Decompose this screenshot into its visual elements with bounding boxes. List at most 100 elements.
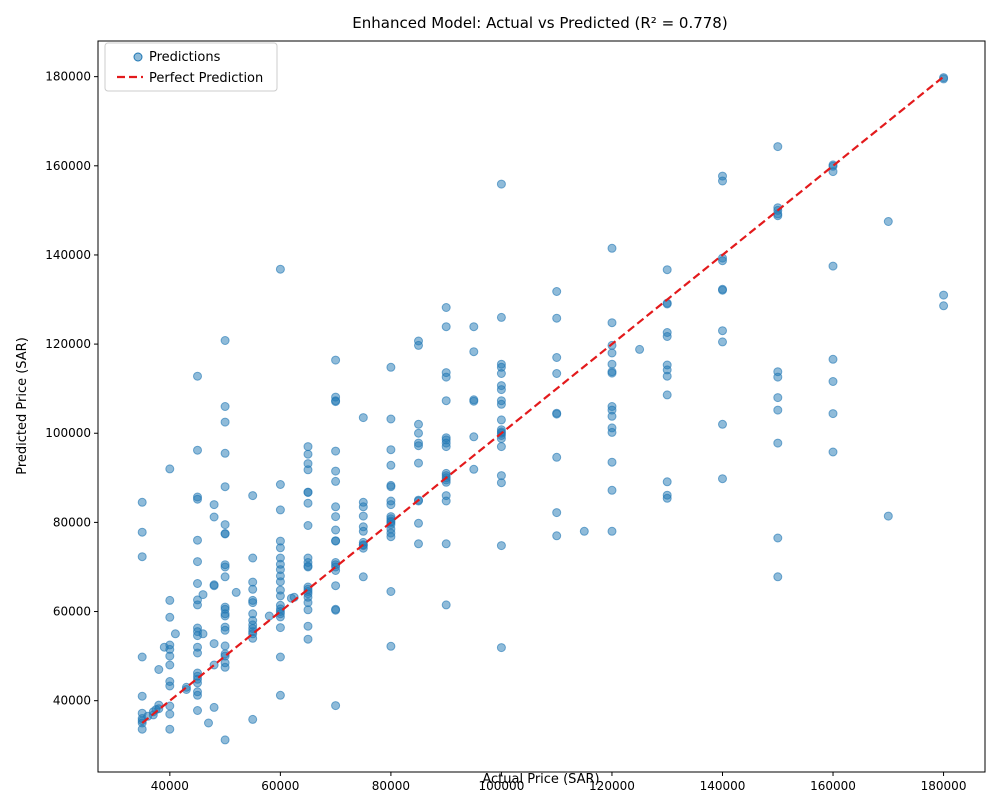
scatter-point bbox=[137, 497, 147, 507]
scatter-point bbox=[386, 482, 396, 492]
scatter-point bbox=[496, 442, 506, 452]
scatter-point bbox=[331, 536, 341, 546]
scatter-point bbox=[303, 488, 313, 497]
scatter-point bbox=[441, 496, 451, 506]
scatter-point bbox=[331, 476, 341, 486]
scatter-point bbox=[607, 243, 617, 253]
scatter-point bbox=[331, 581, 341, 591]
scatter-point bbox=[275, 505, 285, 515]
scatter-point bbox=[773, 372, 783, 382]
scatter-point bbox=[718, 337, 727, 347]
y-tick-label: 40000 bbox=[53, 694, 91, 708]
x-tick-label: 120000 bbox=[589, 779, 635, 793]
perfect-prediction-line bbox=[141, 75, 945, 724]
scatter-point bbox=[441, 372, 451, 382]
scatter-point bbox=[220, 529, 230, 539]
scatter-point bbox=[209, 581, 219, 591]
x-tick-label: 160000 bbox=[810, 779, 856, 793]
scatter-point bbox=[662, 265, 672, 275]
scatter-point bbox=[248, 714, 258, 724]
scatter-point bbox=[275, 623, 285, 633]
scatter-point bbox=[331, 446, 341, 456]
scatter-point bbox=[275, 591, 285, 601]
scatter-point bbox=[607, 318, 617, 328]
scatter-point bbox=[137, 724, 147, 734]
scatter-point bbox=[303, 562, 313, 572]
scatter-point bbox=[718, 326, 727, 336]
scatter-point bbox=[248, 584, 258, 594]
scatter-point bbox=[414, 441, 423, 451]
scatter-point bbox=[496, 399, 506, 409]
scatter-point bbox=[331, 355, 341, 365]
scatter-point bbox=[469, 347, 479, 357]
scatter-point bbox=[773, 438, 783, 448]
scatter-point bbox=[607, 368, 617, 378]
scatter-point bbox=[275, 480, 285, 489]
scatter-point bbox=[209, 512, 219, 522]
scatter-point bbox=[264, 611, 274, 621]
scatter-point bbox=[358, 572, 368, 582]
legend-marker-predictions bbox=[133, 52, 143, 62]
scatter-point bbox=[358, 502, 368, 512]
scatter-point bbox=[165, 660, 175, 670]
scatter-point bbox=[441, 322, 451, 332]
scatter-point bbox=[496, 179, 506, 189]
scatter-point bbox=[552, 313, 562, 323]
chart-title: Enhanced Model: Actual vs Predicted (R² … bbox=[352, 14, 727, 32]
scatter-point bbox=[165, 464, 175, 474]
scatter-point bbox=[718, 256, 727, 266]
scatter-point bbox=[496, 415, 506, 425]
scatter-point bbox=[331, 397, 341, 407]
x-tick-label: 180000 bbox=[921, 779, 967, 793]
scatter-point bbox=[193, 535, 202, 545]
x-tick-label: 100000 bbox=[479, 779, 525, 793]
scatter-point bbox=[193, 445, 202, 455]
scatter-point bbox=[828, 167, 838, 177]
scatter-point bbox=[193, 494, 202, 504]
scatter-point bbox=[386, 414, 396, 424]
scatter-point bbox=[303, 521, 313, 530]
scatter-point bbox=[248, 598, 258, 608]
scatter-point bbox=[828, 447, 838, 457]
scatter-point bbox=[220, 735, 230, 745]
scatter-point bbox=[303, 449, 313, 459]
scatter-point bbox=[414, 518, 423, 528]
x-axis-label: Actual Price (SAR) bbox=[482, 772, 599, 787]
scatter-point bbox=[220, 417, 230, 427]
scatter-point bbox=[883, 511, 893, 521]
y-tick-label: 120000 bbox=[45, 337, 91, 351]
scatter-point bbox=[441, 539, 451, 549]
scatter-point bbox=[331, 466, 341, 476]
scatter-point bbox=[496, 643, 506, 653]
scatter-point bbox=[441, 303, 451, 312]
scatter-point bbox=[662, 390, 672, 400]
scatter-point bbox=[441, 600, 451, 610]
scatter-point bbox=[883, 217, 893, 226]
scatter-point bbox=[773, 211, 783, 221]
scatter-point bbox=[939, 290, 949, 300]
y-tick-label: 100000 bbox=[45, 426, 91, 440]
scatter-point bbox=[662, 493, 672, 503]
scatter-point bbox=[469, 464, 479, 474]
scatter-point bbox=[496, 385, 506, 395]
scatter-point bbox=[220, 402, 230, 411]
scatter-point bbox=[137, 652, 147, 662]
scatter-point bbox=[414, 428, 423, 438]
scatter-point bbox=[275, 264, 285, 274]
scatter-point bbox=[414, 419, 423, 429]
scatter-point bbox=[552, 369, 562, 378]
scatter-point bbox=[331, 701, 341, 711]
legend-label-predictions: Predictions bbox=[149, 50, 221, 65]
scatter-point bbox=[204, 718, 213, 728]
scatter-point bbox=[165, 681, 175, 691]
scatter-point bbox=[193, 579, 202, 588]
scatter-point bbox=[552, 452, 562, 462]
scatter-point bbox=[303, 621, 313, 631]
scatter-point bbox=[386, 460, 396, 470]
scatter-point bbox=[939, 301, 949, 311]
scatter-point bbox=[773, 142, 783, 152]
scatter-point bbox=[718, 419, 727, 429]
scatter-point bbox=[220, 572, 230, 582]
scatter-point bbox=[358, 526, 368, 536]
scatter-point bbox=[331, 525, 341, 535]
